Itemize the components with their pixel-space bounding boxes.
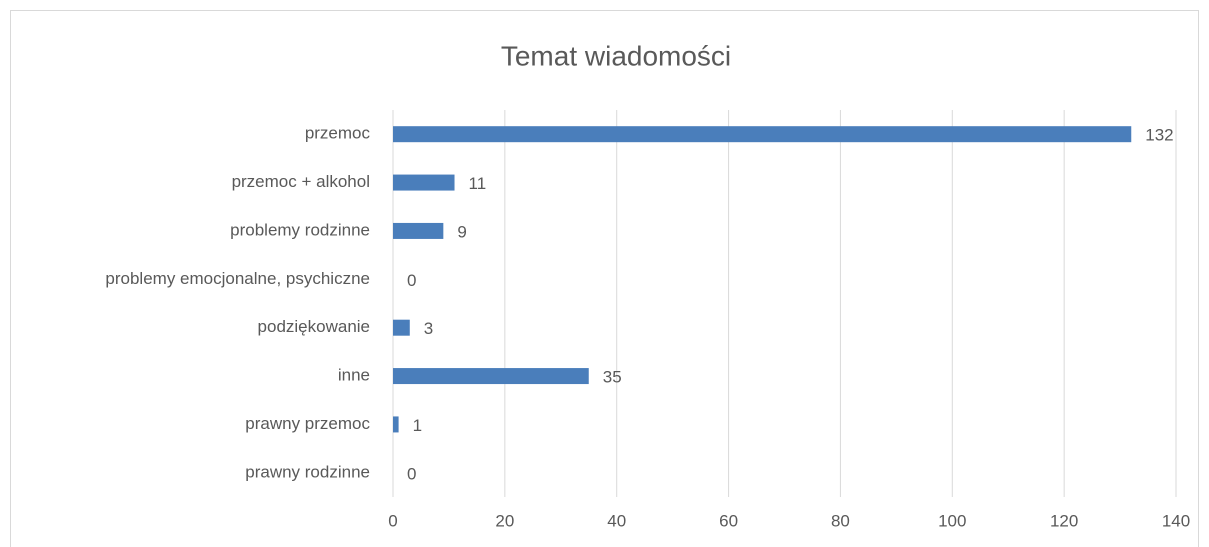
- bar: [393, 174, 455, 191]
- data-label: 0: [407, 464, 416, 483]
- x-tick-label: 120: [1050, 511, 1078, 530]
- bar: [393, 368, 589, 385]
- data-label: 1: [413, 416, 422, 435]
- x-tick-label: 140: [1162, 511, 1190, 530]
- y-tick-label: przemoc + alkohol: [232, 172, 370, 191]
- data-label: 132: [1145, 126, 1173, 145]
- x-tick-label: 20: [495, 511, 514, 530]
- data-label: 35: [603, 368, 622, 387]
- y-tick-label: podziękowanie: [258, 317, 370, 336]
- y-tick-label: inne: [338, 366, 370, 385]
- data-label: 11: [469, 174, 487, 193]
- bar: [393, 126, 1132, 143]
- bar: [393, 416, 399, 433]
- chart-title: Temat wiadomości: [501, 40, 731, 71]
- y-tick-label: prawny przemoc: [245, 414, 370, 433]
- data-label: 0: [407, 271, 416, 290]
- y-tick-label: przemoc: [305, 124, 371, 143]
- x-tick-label: 40: [607, 511, 626, 530]
- x-tick-label: 80: [831, 511, 850, 530]
- y-tick-label: problemy rodzinne: [230, 220, 370, 239]
- bar: [393, 222, 444, 239]
- data-label: 9: [457, 222, 466, 241]
- x-tick-label: 60: [719, 511, 738, 530]
- y-tick-label: prawny rodzinne: [245, 462, 370, 481]
- y-tick-label: problemy emocjonalne, psychiczne: [105, 269, 370, 288]
- data-label: 3: [424, 319, 433, 338]
- x-tick-label: 0: [388, 511, 397, 530]
- chart-border: [10, 10, 1199, 547]
- x-tick-label: 100: [938, 511, 966, 530]
- bar: [393, 319, 410, 336]
